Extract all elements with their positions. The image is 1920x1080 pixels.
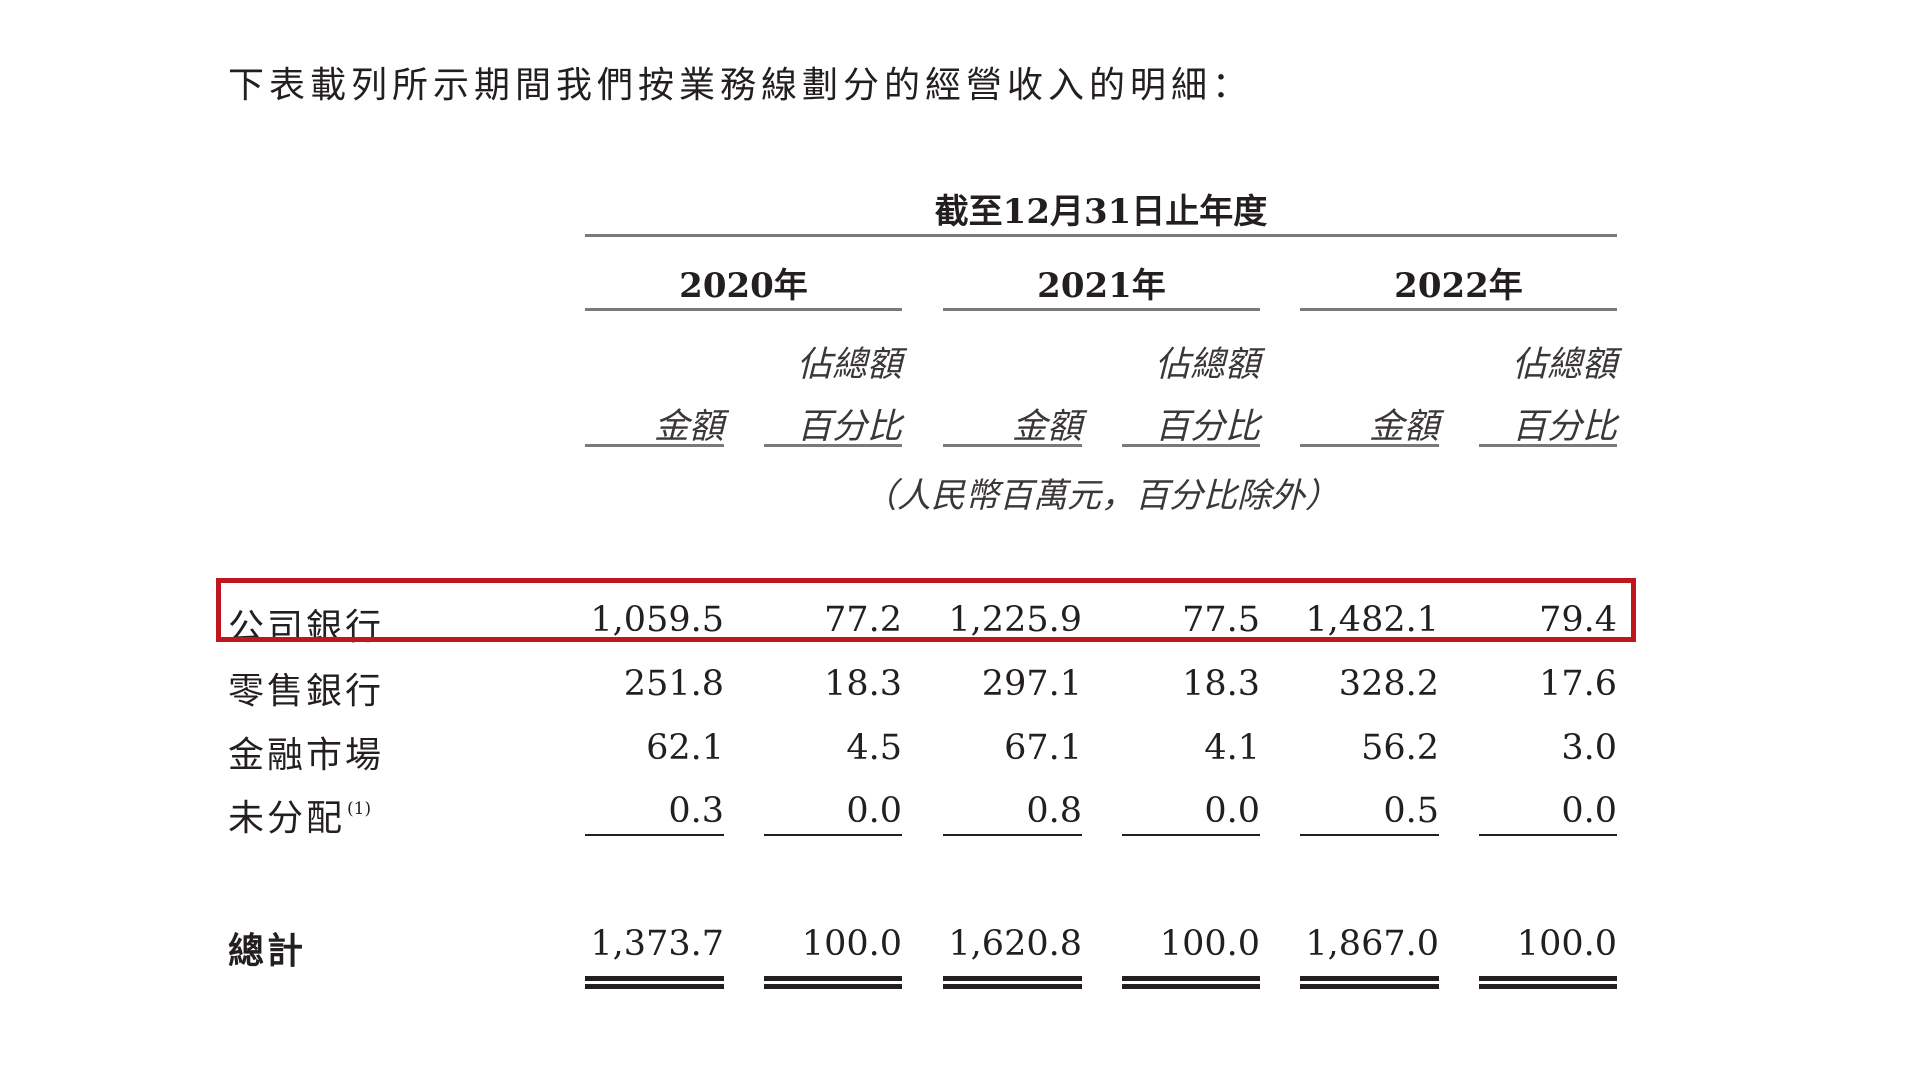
col-header-rule [585,444,724,447]
units-note: （人民幣百萬元，百分比除外） [863,476,1339,516]
total-double-rule [764,976,902,989]
total-cell: 100.0 [1159,924,1260,964]
row-label: 金融市場 [228,726,384,778]
total-double-rule [943,976,1082,989]
table-cell: 0.0 [1204,791,1260,831]
table-cell: 79.4 [1539,600,1617,640]
row-label: 未分配 (1) [228,789,371,841]
table-cell: 0.8 [1026,791,1082,831]
table-cell: 56.2 [1361,728,1439,768]
table-cell: 0.5 [1383,791,1439,831]
row-label-text: 未分配 [228,798,346,839]
table-cell: 1,059.5 [590,600,724,640]
year-header-2022: 2022年 [1394,266,1523,306]
table-cell: 3.0 [1561,728,1617,768]
col-header-pct-line2: 百分比 [796,407,902,447]
col-header-amount: 金額 [653,407,724,447]
table-cell: 77.2 [824,600,902,640]
total-double-rule [1122,976,1260,989]
total-cell: 1,620.8 [948,924,1082,964]
table-cell: 0.0 [1561,791,1617,831]
col-header-rule [764,444,902,447]
table-cell: 251.8 [623,664,724,704]
period-header: 截至12月31日止年度 [934,192,1268,232]
table-cell: 18.3 [1182,664,1260,704]
col-header-amount: 金額 [1011,407,1082,447]
col-header-amount: 金額 [1368,407,1439,447]
row-label: 零售銀行 [228,662,384,714]
subtotal-rule [585,834,724,836]
total-cell: 1,373.7 [590,924,724,964]
highlight-box [216,578,1636,642]
year-rule [585,308,902,311]
table-cell: 4.1 [1204,728,1260,768]
row-label-text: 金融市場 [228,735,385,776]
table-cell: 297.1 [981,664,1082,704]
table-cell: 1,225.9 [948,600,1082,640]
year-header-2020: 2020年 [679,266,808,306]
row-label-text: 零售銀行 [228,671,385,712]
col-header-rule [1479,444,1617,447]
year-rule [943,308,1260,311]
period-rule [585,234,1617,237]
year-rule [1300,308,1617,311]
table-cell: 17.6 [1539,664,1617,704]
table-cell: 0.0 [846,791,902,831]
col-header-rule [943,444,1082,447]
total-cell: 100.0 [1516,924,1617,964]
total-double-rule [585,976,724,989]
table-cell: 62.1 [646,728,724,768]
year-header-2021: 2021年 [1037,266,1166,306]
col-header-pct-line2: 百分比 [1511,407,1617,447]
table-cell: 18.3 [824,664,902,704]
intro-text: 下表載列所示期間我們按業務線劃分的經營收入的明細： [228,65,1254,106]
subtotal-rule [943,834,1082,836]
col-header-pct-line1: 佔總額 [1154,345,1260,385]
subtotal-rule [1122,834,1260,836]
col-header-rule [1300,444,1439,447]
col-header-rule [1122,444,1260,447]
total-double-rule [1479,976,1617,989]
table-cell: 4.5 [846,728,902,768]
table-cell: 77.5 [1182,600,1260,640]
total-cell: 1,867.0 [1305,924,1439,964]
table-cell: 328.2 [1338,664,1439,704]
col-header-pct-line2: 百分比 [1154,407,1260,447]
table-cell: 0.3 [668,791,724,831]
subtotal-rule [764,834,902,836]
subtotal-rule [1479,834,1617,836]
col-header-pct-line1: 佔總額 [1511,345,1617,385]
total-double-rule [1300,976,1439,989]
total-label: 總計 [228,930,307,972]
table-cell: 67.1 [1004,728,1082,768]
total-cell: 100.0 [801,924,902,964]
footnote-marker: (1) [347,799,372,819]
table-cell: 1,482.1 [1305,600,1439,640]
subtotal-rule [1300,834,1439,836]
col-header-pct-line1: 佔總額 [796,345,902,385]
